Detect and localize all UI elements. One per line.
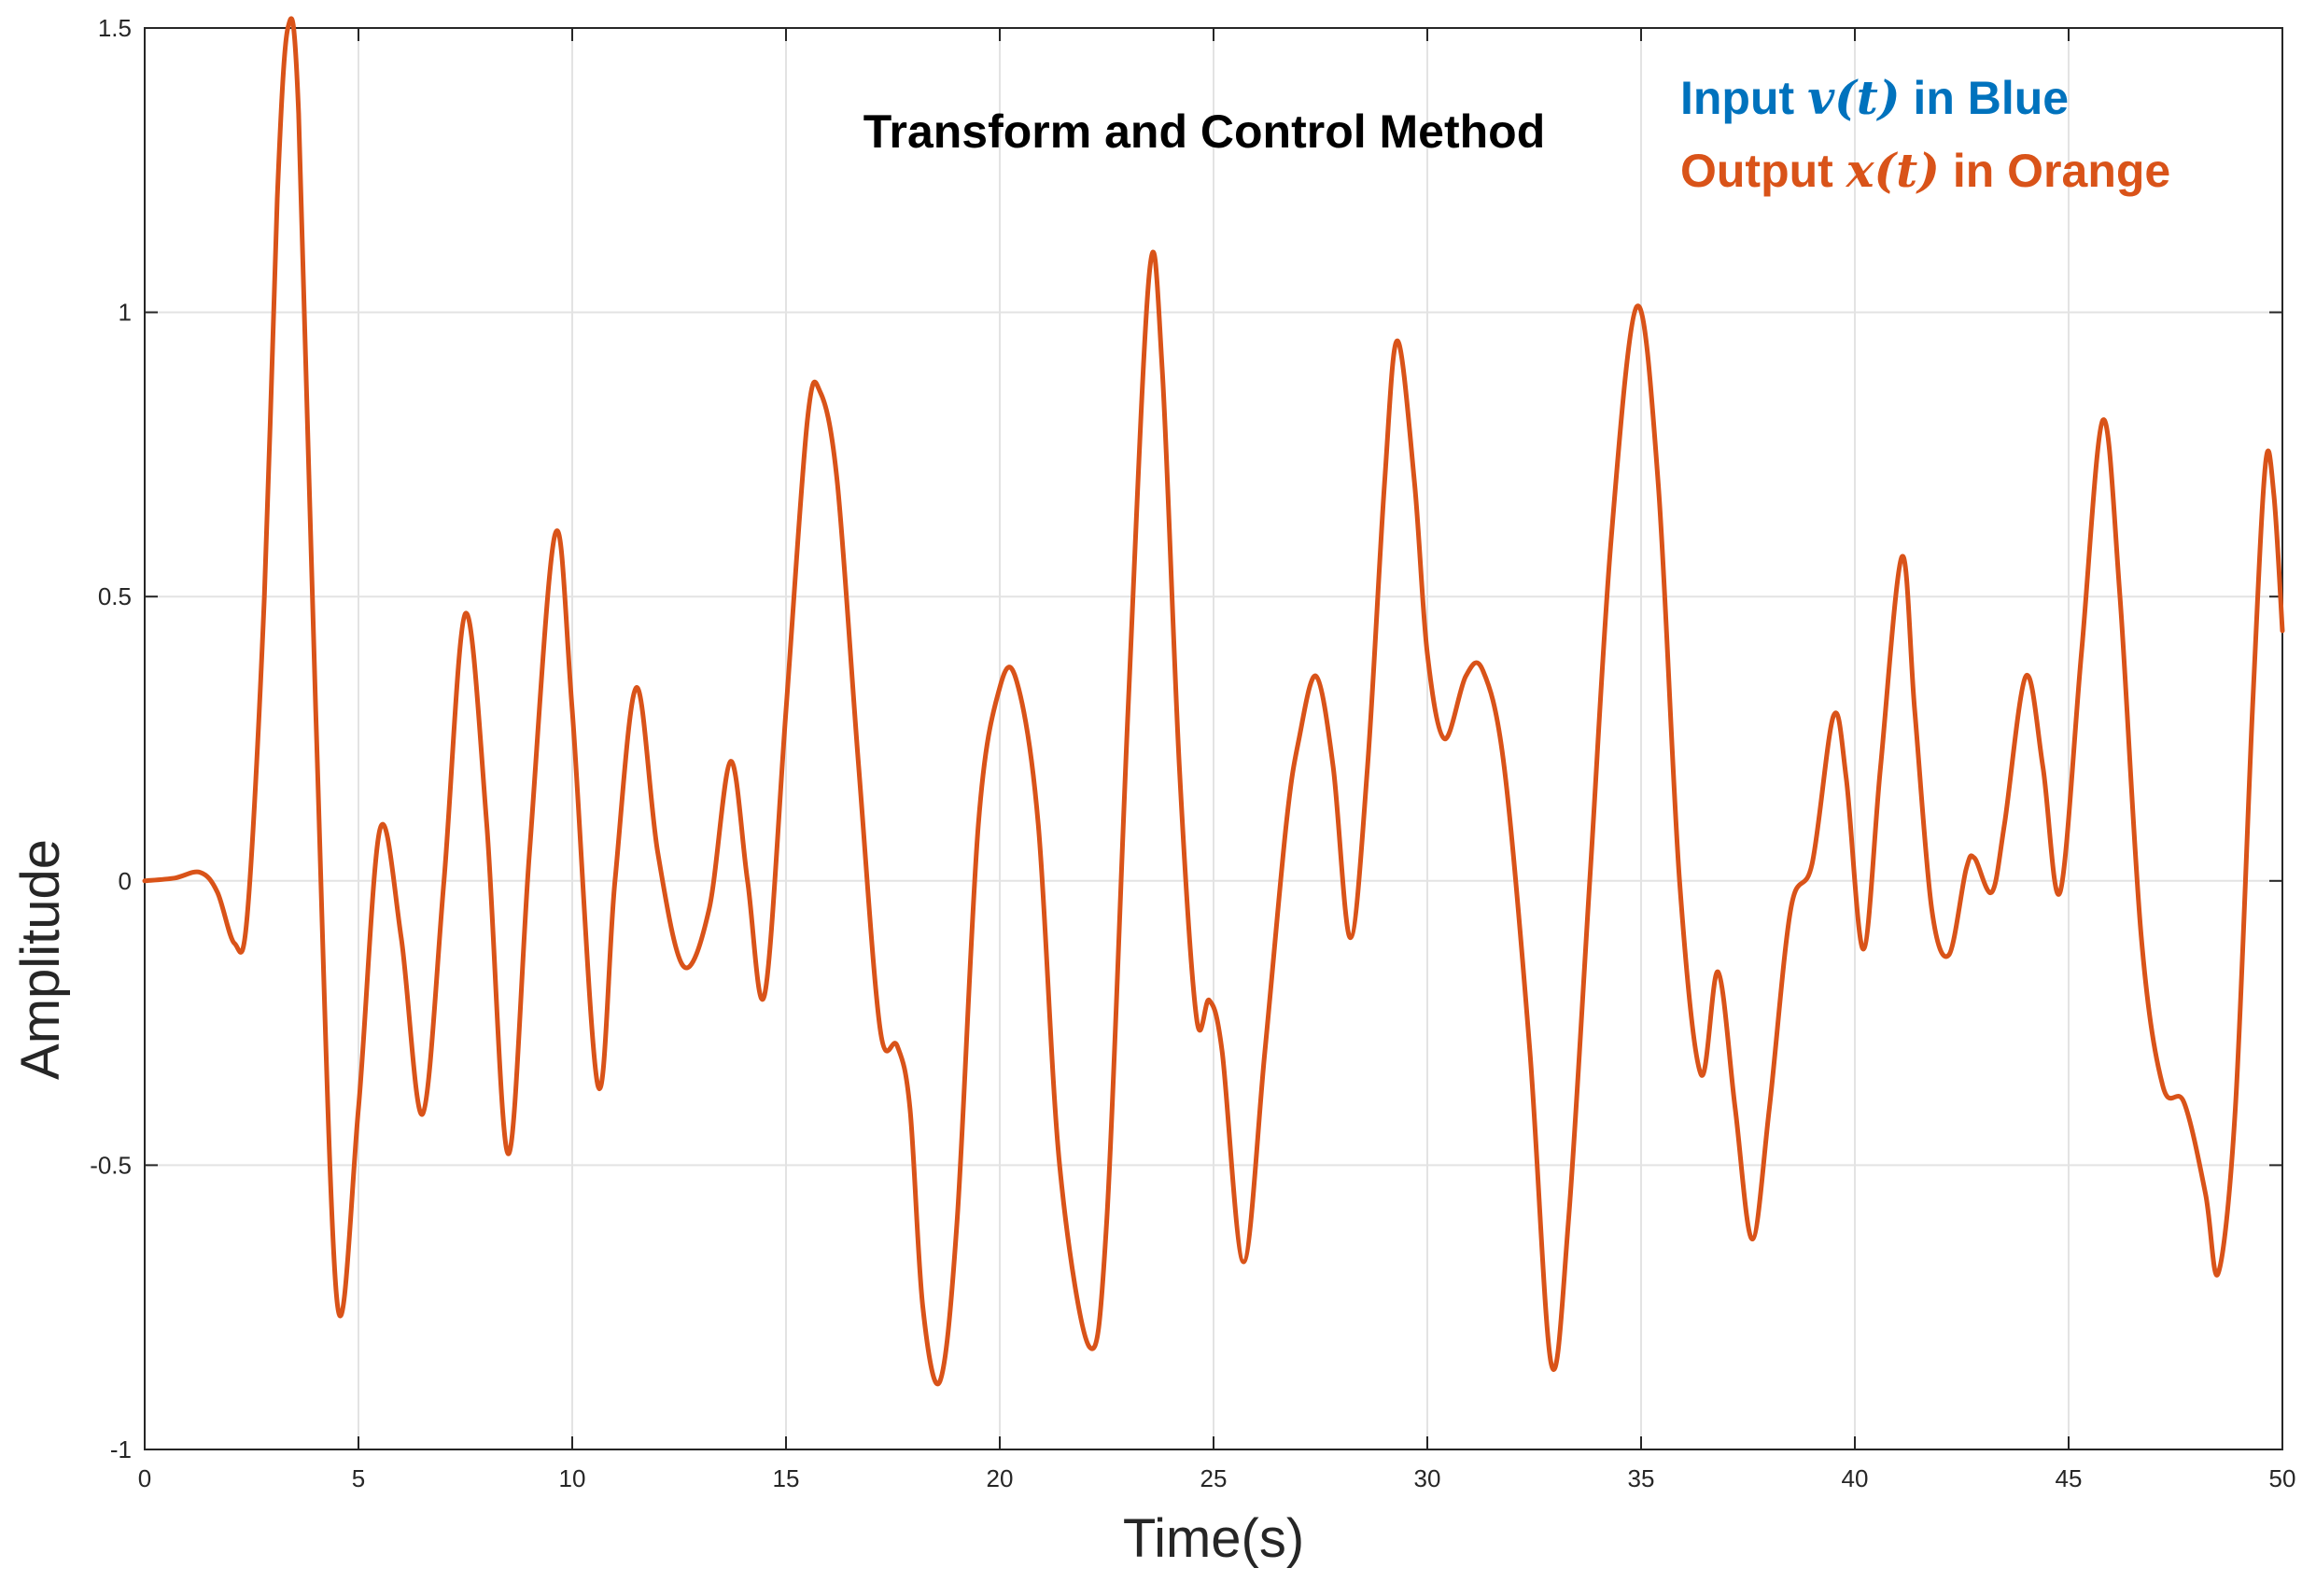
grid <box>144 27 2283 1450</box>
y-axis-label: Amplitude <box>10 839 71 1080</box>
y-tick-label: 1.5 <box>98 14 132 42</box>
legend-annotation: Input v(t) in Blue Output x(t) in Orange <box>1680 70 2170 198</box>
legend-output-prefix: Output <box>1680 145 1846 197</box>
legend-output-symbol: x(t) <box>1846 143 1940 198</box>
series-line-output <box>142 16 2285 1387</box>
x-tick-label: 35 <box>1628 1464 1655 1492</box>
axis-ticks: 0 5 10 15 20 25 30 35 40 45 50 -1 -0.5 0 0.5 1 1.5 <box>90 14 2295 1492</box>
x-tick-label: 10 <box>559 1464 586 1492</box>
x-tick-label: 25 <box>1200 1464 1228 1492</box>
x-tick-label: 30 <box>1414 1464 1441 1492</box>
legend-input-symbol: v(t) <box>1807 70 1900 125</box>
x-tick-label: 40 <box>1842 1464 1869 1492</box>
y-tick-label: 1 <box>119 299 132 327</box>
x-tick-label: 45 <box>2056 1464 2083 1492</box>
x-tick-label: 0 <box>138 1464 151 1492</box>
x-tick-label: 20 <box>987 1464 1014 1492</box>
x-axis-label: Time(s) <box>1123 1508 1304 1569</box>
y-tick-label: 0.5 <box>98 582 132 610</box>
chart-title: Transform and Control Method <box>863 105 1546 158</box>
y-tick-label: -0.5 <box>90 1151 132 1179</box>
legend-output-label: Output x(t) in Orange <box>1680 143 2170 198</box>
legend-input-label: Input v(t) in Blue <box>1680 70 2069 125</box>
x-tick-label: 50 <box>2269 1464 2296 1492</box>
legend-output-suffix: in Orange <box>1940 145 2170 197</box>
legend-input-prefix: Input <box>1680 72 1807 124</box>
y-tick-label: 0 <box>119 867 132 895</box>
legend-input-suffix: in Blue <box>1901 72 2070 124</box>
y-tick-label: -1 <box>110 1435 132 1463</box>
x-tick-label: 15 <box>773 1464 800 1492</box>
series-layer <box>142 16 2285 1387</box>
x-tick-label: 5 <box>352 1464 365 1492</box>
